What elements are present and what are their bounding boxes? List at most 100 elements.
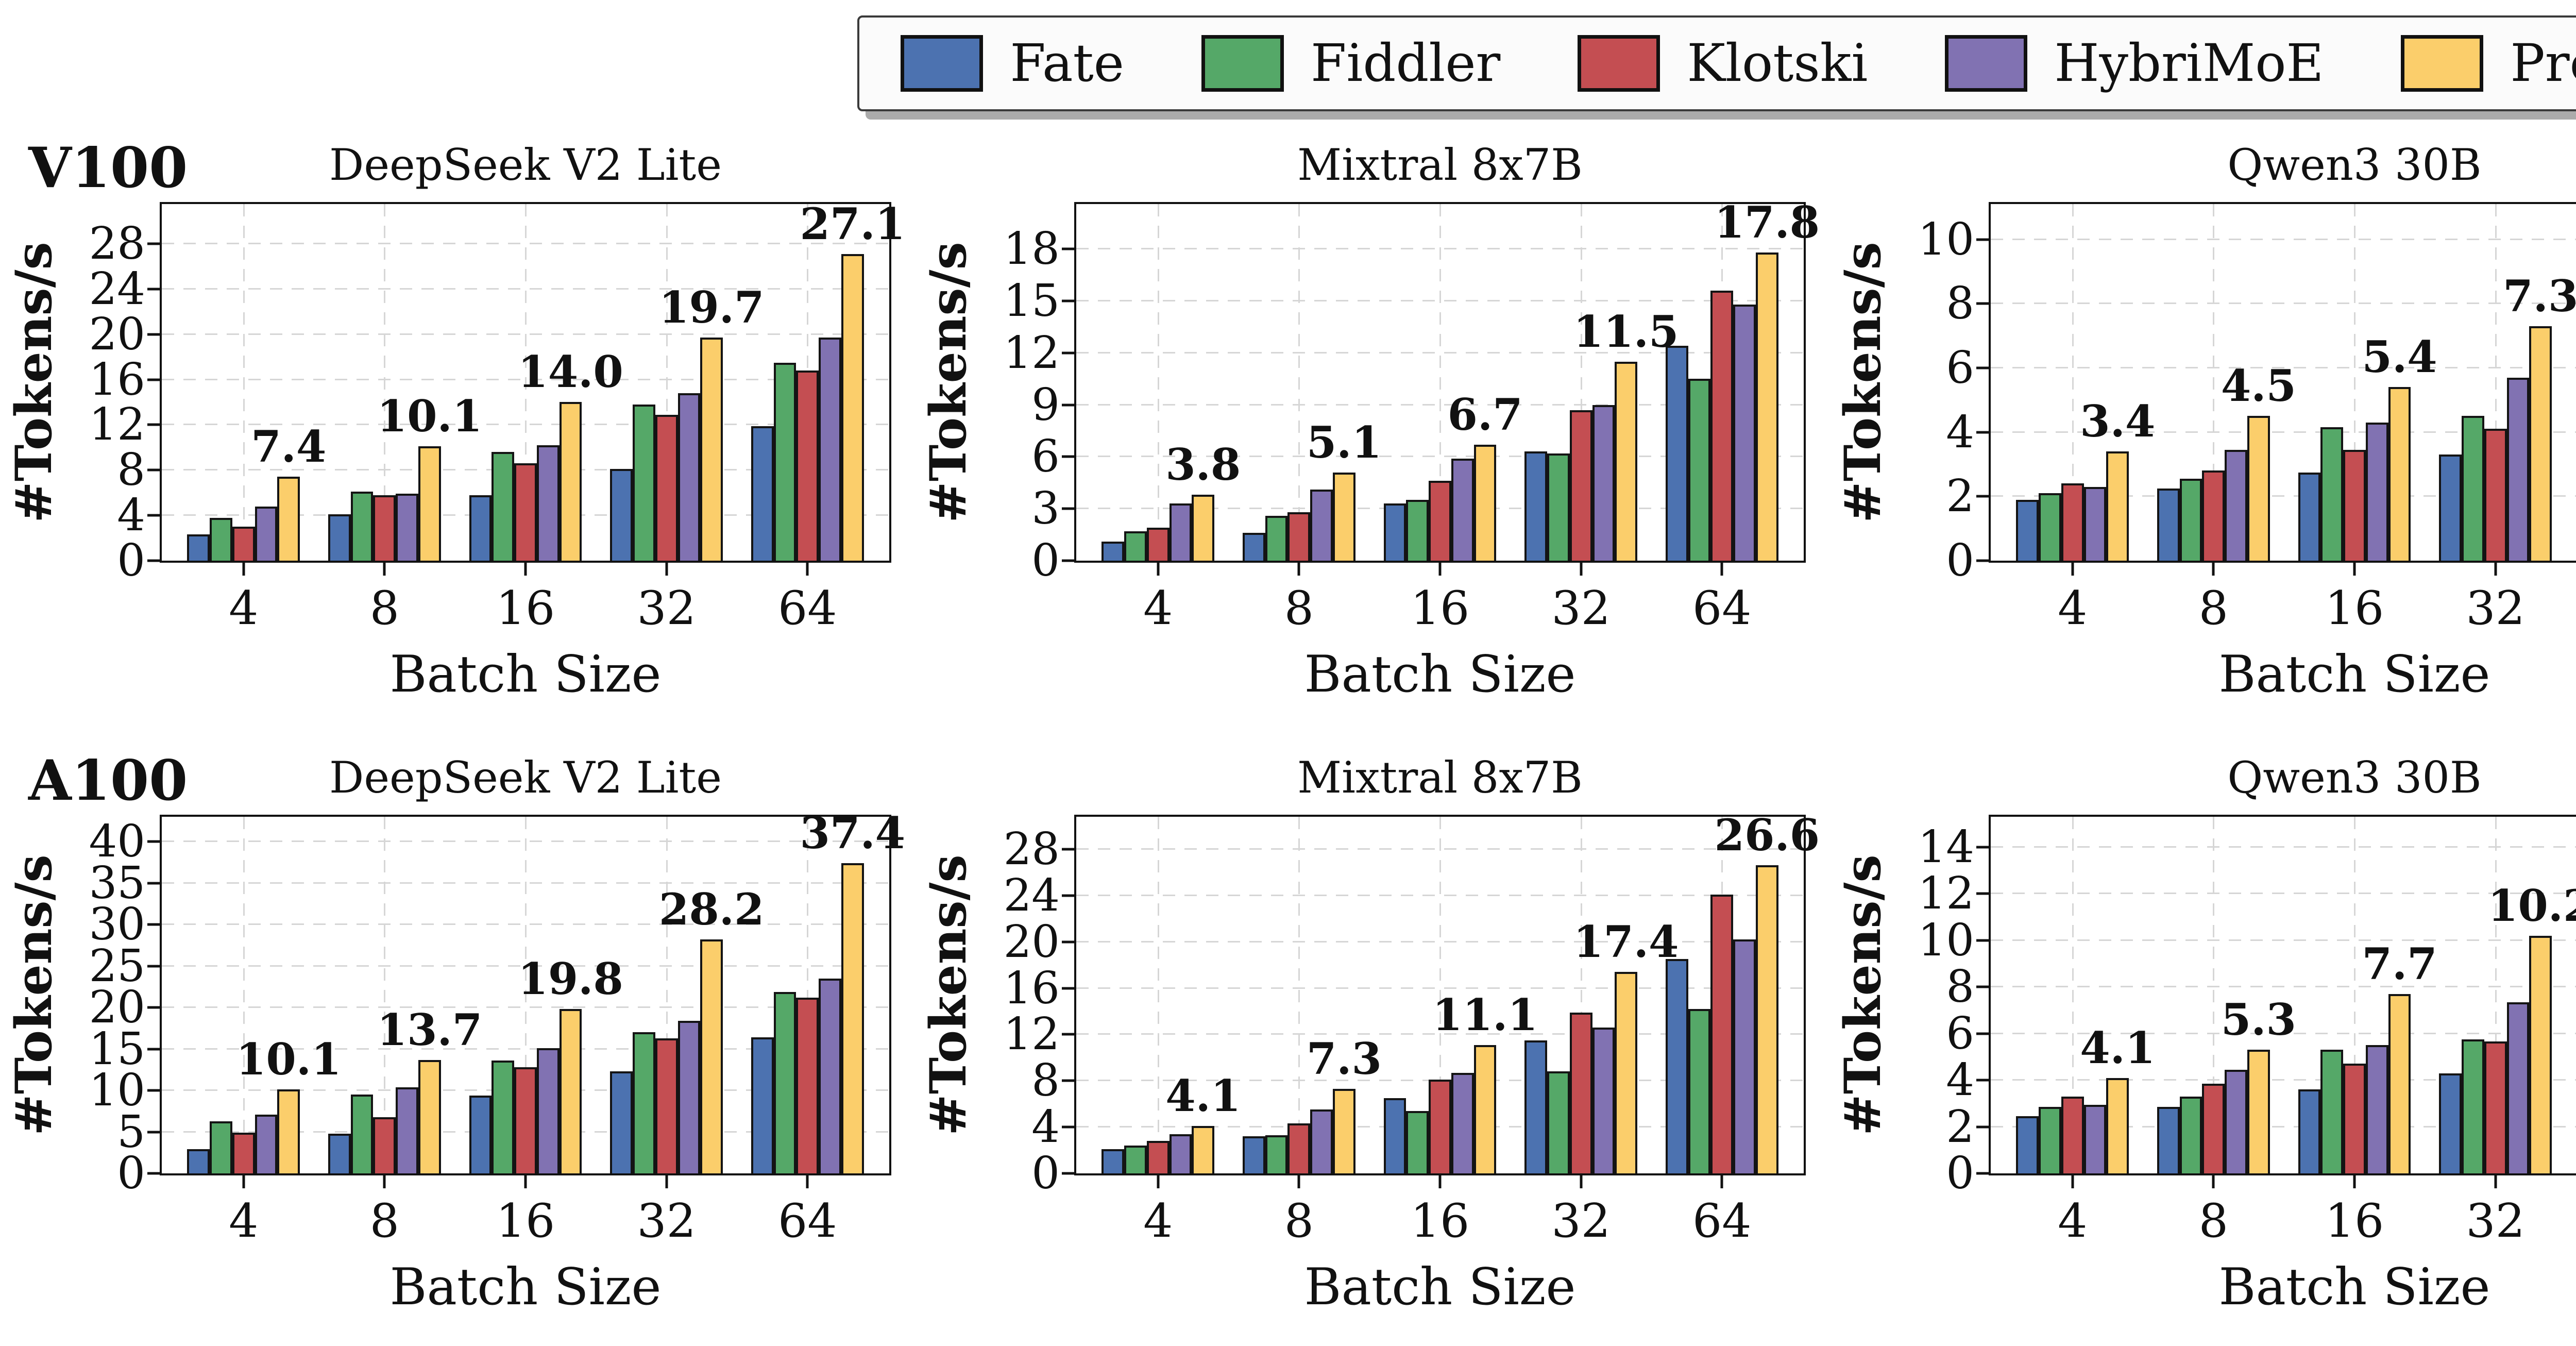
y-tick-label: 4 (1031, 1101, 1060, 1153)
bar-fiddler-batch-4 (210, 517, 232, 561)
x-tick-label: 32 (637, 1194, 696, 1248)
x-tick-mark (1297, 1175, 1300, 1188)
plot-area: 0 4 8 12 16 20 24 28 4 8 16 32 64 4.1 7.3 11.1 17.4 26.6 (1004, 814, 1820, 1244)
v-gridline (525, 204, 527, 561)
bar-hybrimoe-batch-32 (677, 1020, 701, 1173)
bar-fiddler-batch-8 (350, 1095, 374, 1173)
subplot-v100-deepseek-v2-lite: DeepSeek V2 Lite #Tokens/s 0 4 8 12 16 20 24 28 4 8… (0, 136, 914, 700)
bar-fate-batch-4 (187, 1149, 210, 1173)
bar-hybrimoe-batch-8 (2225, 1069, 2248, 1173)
bar-prescope-batch-16 (1473, 1045, 1497, 1173)
x-axis-label: Batch Size (389, 645, 662, 704)
y-tick-label: 0 (117, 1148, 145, 1199)
axes-area: #Tokens/s02468101214481632644.15.37.710.… (1834, 815, 2576, 1244)
gpu-row-label: V100 (28, 136, 188, 200)
v-gridline (525, 817, 527, 1173)
x-tick-label: 64 (778, 1194, 837, 1248)
axes-area: #Tokens/s 0 4 8 12 16 20 24 28 4 8 16 32 64 4.1 7.3 11.1… (919, 814, 1820, 1244)
y-tick-label: 8 (1946, 278, 1974, 330)
y-tick-mark (1976, 366, 1990, 369)
bar-fiddler-batch-16 (492, 1061, 515, 1173)
x-tick-label: 16 (2325, 581, 2384, 635)
v-gridline (666, 204, 668, 561)
x-tick-mark (1580, 1175, 1583, 1188)
v-gridline (1580, 817, 1582, 1173)
legend-item-hybrimoe: HybriMoE (1945, 35, 2324, 92)
value-annotation: 11.1 (1432, 989, 1538, 1040)
x-tick-mark (242, 1175, 245, 1188)
bar-fate-batch-4 (1101, 1149, 1125, 1173)
subplot-title: Qwen3 30B (2227, 752, 2482, 803)
v-gridline (2495, 817, 2497, 1173)
legend-swatch-hybrimoe-icon (1945, 35, 2028, 92)
bar-fate-batch-8 (1242, 1136, 1265, 1173)
x-tick-mark (242, 562, 245, 576)
h-gridline (1991, 302, 2576, 305)
bar-klotski-batch-64 (1710, 894, 1734, 1173)
bar-fiddler-batch-64 (773, 991, 796, 1173)
bar-fate-batch-4 (1101, 542, 1125, 561)
bar-prescope-batch-8 (2247, 1050, 2270, 1173)
x-tick-mark (806, 1175, 809, 1188)
x-tick-mark (2212, 1175, 2215, 1188)
bar-prescope-batch-4 (277, 477, 300, 561)
v-gridline (1439, 204, 1441, 561)
x-tick-label: 8 (2198, 1194, 2228, 1248)
bar-klotski-batch-32 (2484, 1041, 2507, 1173)
bar-fiddler-batch-32 (1547, 453, 1570, 561)
y-tick-mark (1062, 848, 1075, 851)
bar-fiddler-batch-8 (350, 492, 374, 561)
y-tick-mark (1062, 559, 1075, 562)
subplot-a100-qwen3-30b: Qwen3 30B #Tokens/s02468101214481632644.1… (1829, 749, 2576, 1313)
bar-fiddler-batch-32 (2461, 1039, 2484, 1173)
x-tick-label: 64 (1692, 581, 1752, 635)
y-tick-label: 0 (117, 535, 145, 586)
y-tick-label: 24 (1003, 869, 1060, 921)
bar-prescope-batch-16 (559, 402, 582, 561)
bar-fate-batch-16 (1383, 1098, 1406, 1173)
bar-klotski-batch-32 (2484, 429, 2507, 561)
y-tick-label: 4 (1946, 1054, 1974, 1106)
x-tick-mark (2353, 1175, 2356, 1188)
bar-fate-batch-4 (187, 534, 210, 561)
bar-hybrimoe-batch-4 (1169, 503, 1192, 561)
v-gridline (807, 817, 809, 1173)
y-tick-label: 12 (89, 399, 145, 451)
value-annotation: 3.4 (2080, 396, 2156, 447)
bar-prescope-batch-8 (418, 446, 441, 561)
bar-klotski-batch-16 (514, 1067, 537, 1173)
legend-item-fate: Fate (901, 35, 1124, 92)
y-tick-mark (147, 882, 161, 885)
v-gridline (2213, 204, 2215, 561)
y-tick-mark (1062, 987, 1075, 990)
legend-swatch-fiddler-icon (1201, 35, 1284, 92)
y-tick-label: 24 (89, 263, 145, 315)
bar-fiddler-batch-16 (2320, 427, 2344, 561)
x-tick-label: 8 (2198, 581, 2228, 635)
y-tick-label: 15 (89, 1023, 145, 1075)
legend-label: HybriMoE (2054, 33, 2324, 93)
y-tick-label: 8 (1031, 1055, 1060, 1107)
y-tick-label: 18 (1003, 223, 1060, 275)
bar-prescope-batch-32 (2529, 935, 2552, 1173)
bar-klotski-batch-16 (2343, 449, 2366, 561)
bar-fate-batch-16 (2298, 1089, 2321, 1173)
bar-fiddler-batch-16 (1406, 1111, 1429, 1173)
bar-fiddler-batch-4 (1124, 1146, 1147, 1173)
bar-hybrimoe-batch-16 (1451, 458, 1474, 561)
y-tick-mark (1062, 894, 1075, 897)
y-tick-mark (1976, 1125, 1990, 1129)
bar-fate-batch-32 (1524, 1040, 1547, 1173)
bar-klotski-batch-8 (1287, 1123, 1311, 1173)
bar-prescope-batch-4 (1192, 495, 1215, 561)
bar-klotski-batch-8 (2202, 1083, 2225, 1173)
bar-hybrimoe-batch-4 (255, 506, 278, 561)
bar-fate-batch-32 (610, 1071, 633, 1173)
y-tick-mark (1976, 846, 1990, 849)
y-tick-mark (147, 423, 161, 426)
y-tick-label: 3 (1031, 483, 1060, 535)
y-tick-mark (1062, 1033, 1075, 1036)
axes-area: #Tokens/s 0 5 10 15 20 25 30 35 40 4 8 16 32 64 10.1 13.… (5, 812, 905, 1244)
x-tick-mark (665, 1175, 668, 1188)
bar-fate-batch-8 (2157, 488, 2180, 561)
